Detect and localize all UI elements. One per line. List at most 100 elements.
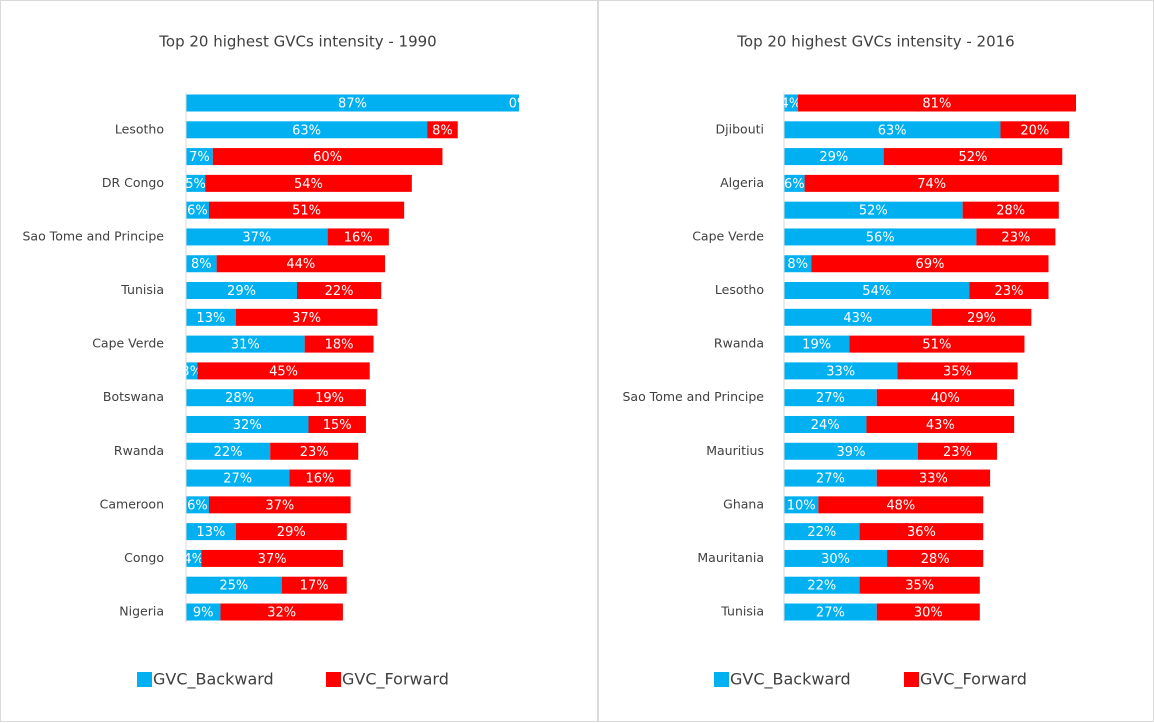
data-label: 19% [315,391,344,406]
category-label: Rwanda [714,336,764,351]
data-label: 6% [784,177,805,192]
bar-segment [186,201,209,219]
data-label: 51% [292,204,321,219]
bar-segment [784,255,812,273]
data-label: 5% [185,177,206,192]
data-label: 29% [277,525,306,540]
data-label: 30% [914,606,943,621]
category-label: Botswana [103,389,164,404]
data-label: 43% [843,311,872,326]
data-label: 52% [958,150,987,165]
bar-segment [308,415,366,433]
legend-label: GVC_Forward [920,670,1027,690]
data-label: 29% [227,284,256,299]
bar-segment [304,335,374,353]
category-label: Nigeria [119,604,164,619]
bar-segment [876,603,980,621]
bar-segment [784,603,877,621]
data-label: 13% [196,525,225,540]
legend-label: GVC_Backward [730,670,851,690]
data-label: 51% [922,338,951,353]
chart-title: Top 20 highest GVCs intensity - 1990 [158,33,436,51]
bar-segment [897,362,1018,380]
bar-segment [1000,121,1070,139]
bar-segment [186,389,294,407]
category-label: Tunisia [720,604,764,619]
data-label: 30% [821,552,850,567]
data-label: 22% [807,525,836,540]
bar-segment [186,335,305,353]
data-label: 20% [1020,123,1049,138]
category-label: Rwanda [114,443,164,458]
category-label: Djibouti [716,121,764,136]
bar-segment [186,442,271,460]
data-label: 13% [196,311,225,326]
bar-segment [784,415,867,433]
bar-segment [784,148,884,166]
data-label: 4% [781,97,802,112]
bar-segment [866,415,1015,433]
bar-segment [212,148,443,166]
data-label: 16% [306,472,335,487]
bar-segment [818,496,984,514]
panel [0,0,598,722]
legend-swatch [326,672,341,687]
data-label: 23% [995,284,1024,299]
data-label: 15% [323,418,352,433]
data-label: 48% [886,498,915,513]
bar-segment [883,148,1063,166]
bar-segment [784,389,877,407]
data-label: 23% [300,445,329,460]
bar-segment [849,335,1025,353]
bar-segment [784,308,932,326]
legend-label: GVC_Forward [342,670,449,690]
category-label: Tunisia [120,282,164,297]
bar-segment [235,308,378,326]
bar-segment [784,282,970,300]
data-label: 33% [826,364,855,379]
data-label: 8% [787,257,808,272]
data-label: 23% [943,445,972,460]
data-label: 16% [344,230,373,245]
data-label: 24% [811,418,840,433]
bar-segment [270,442,359,460]
category-label: Congo [124,550,164,565]
bar-segment [186,362,198,380]
data-label: 45% [269,364,298,379]
legend-swatch [714,672,729,687]
data-label: 69% [916,257,945,272]
data-label: 40% [931,391,960,406]
data-label: 87% [338,97,367,112]
bar-segment [235,523,347,541]
bar-segment [293,389,366,407]
category-label: Lesotho [115,121,164,136]
category-label: Cameroon [100,496,164,511]
bar-segment [297,282,382,300]
data-label: 19% [802,338,831,353]
data-label: 37% [292,311,321,326]
legend-label: GVC_Backward [153,670,274,690]
bar-segment [216,255,386,273]
bar-segment [887,549,984,567]
bar-segment [208,201,405,219]
bar-segment [784,469,877,487]
bar-segment [784,335,850,353]
bar-segment [220,603,343,621]
bar-segment [186,496,209,514]
bar-segment [186,523,236,541]
bar-segment [186,255,217,273]
data-label: 31% [231,338,260,353]
data-label: 44% [286,257,315,272]
data-label: 23% [1001,230,1030,245]
data-label: 74% [917,177,946,192]
data-label: 28% [921,552,950,567]
bar-segment [784,174,805,192]
category-label: Sao Tome and Principe [22,228,164,243]
data-label: 29% [967,311,996,326]
bar-segment [784,442,918,460]
data-label: 7% [189,150,210,165]
data-label: 17% [300,579,329,594]
data-label: 22% [325,284,354,299]
data-label: 18% [325,338,354,353]
data-label: 27% [223,472,252,487]
